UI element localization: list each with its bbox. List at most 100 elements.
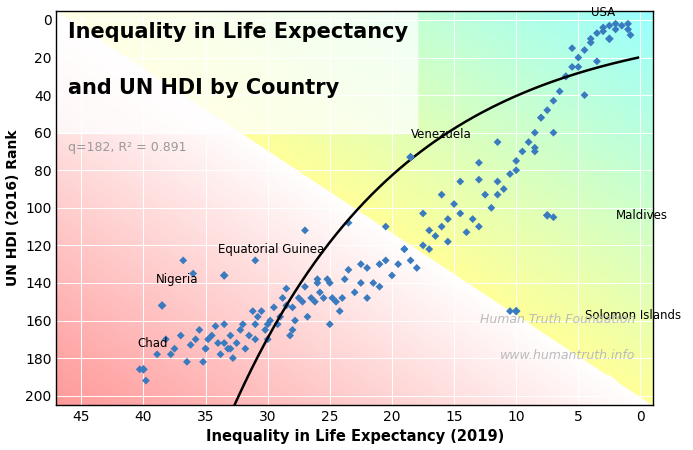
Point: [249, 321, 261, 328]
Point: [529, 144, 541, 151]
Point: [215, 351, 226, 358]
Text: and UN HDI by Country: and UN HDI by Country: [69, 78, 340, 98]
Point: [194, 326, 205, 333]
Point: [529, 148, 541, 155]
Point: [486, 204, 497, 212]
Point: [339, 275, 350, 283]
Point: [473, 223, 484, 230]
Point: [202, 336, 213, 343]
Point: [225, 332, 236, 339]
Point: [252, 313, 263, 320]
Point: [492, 139, 503, 146]
Point: [417, 210, 428, 217]
Point: [591, 58, 602, 65]
Point: [591, 30, 602, 37]
Point: [597, 24, 608, 31]
Point: [309, 298, 320, 306]
Point: [343, 219, 354, 226]
Point: [281, 285, 292, 292]
Point: [287, 304, 298, 311]
Point: [188, 270, 199, 277]
Point: [312, 279, 323, 287]
Point: [473, 159, 484, 166]
Point: [387, 272, 398, 279]
Point: [436, 223, 447, 230]
Point: [337, 294, 348, 302]
Point: [287, 326, 298, 333]
Point: [290, 317, 301, 324]
Point: [200, 345, 211, 352]
Point: [262, 336, 273, 343]
Point: [517, 148, 528, 155]
Point: [277, 294, 288, 302]
Point: [567, 45, 578, 52]
Point: [249, 257, 261, 264]
Point: [160, 336, 171, 343]
Point: [523, 139, 534, 146]
Point: [442, 216, 453, 223]
Point: [473, 176, 484, 183]
Point: [411, 264, 422, 271]
Point: [380, 257, 392, 264]
Point: [243, 332, 254, 339]
Text: www.humantruth.info: www.humantruth.info: [500, 349, 635, 362]
Point: [536, 114, 547, 121]
Point: [169, 345, 180, 352]
Point: [157, 302, 168, 309]
Point: [423, 227, 435, 234]
Point: [324, 279, 335, 287]
Point: [306, 294, 317, 302]
Point: [318, 294, 329, 302]
Point: [585, 39, 596, 46]
Point: [331, 298, 342, 306]
Point: [182, 358, 193, 365]
Point: [448, 200, 459, 207]
Point: [505, 307, 516, 315]
Point: [302, 313, 313, 320]
Point: [573, 54, 584, 61]
Point: [455, 210, 466, 217]
Point: [235, 326, 246, 333]
Point: [349, 289, 360, 296]
Point: [610, 20, 621, 27]
Point: [141, 377, 152, 384]
Point: [190, 336, 201, 343]
Point: [492, 191, 503, 198]
Text: Equatorial Guinea: Equatorial Guinea: [218, 243, 324, 256]
Point: [585, 35, 596, 42]
Point: [368, 279, 379, 287]
Point: [299, 283, 310, 290]
Point: [610, 26, 621, 33]
Point: [505, 171, 516, 178]
Point: [579, 91, 590, 99]
Point: [529, 129, 541, 136]
Point: [604, 35, 615, 42]
Point: [231, 339, 242, 346]
Text: Nigeria: Nigeria: [156, 273, 198, 286]
Point: [374, 261, 385, 268]
Point: [210, 323, 221, 330]
Point: [265, 317, 276, 324]
Point: [219, 339, 230, 346]
Point: [567, 63, 578, 71]
Point: [227, 355, 238, 362]
Point: [165, 351, 176, 358]
Point: [455, 178, 466, 185]
Point: [380, 223, 392, 230]
Text: q=182, R² = 0.891: q=182, R² = 0.891: [69, 141, 187, 154]
Point: [247, 307, 258, 315]
Point: [213, 339, 224, 346]
Point: [548, 129, 559, 136]
Y-axis label: UN HDI (2016) Rank: UN HDI (2016) Rank: [6, 130, 19, 286]
Point: [554, 88, 565, 95]
Point: [138, 366, 149, 373]
Point: [185, 342, 196, 349]
Point: [393, 261, 404, 268]
Point: [324, 321, 335, 328]
Point: [625, 32, 636, 39]
Point: [542, 212, 553, 219]
Point: [467, 216, 478, 223]
Point: [573, 63, 584, 71]
Point: [262, 321, 273, 328]
Point: [315, 289, 326, 296]
